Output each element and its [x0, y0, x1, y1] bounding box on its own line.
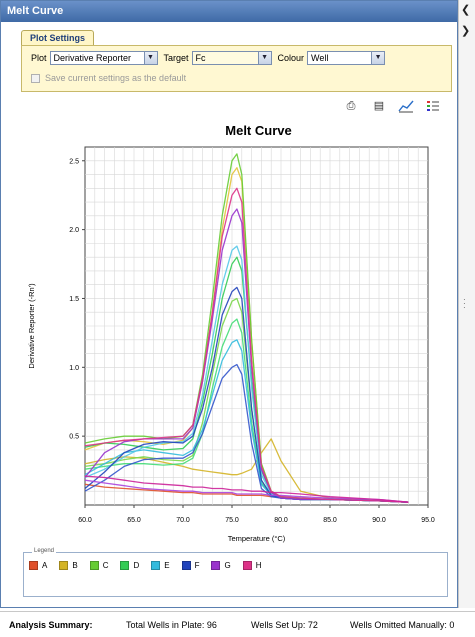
legend-swatch: [29, 561, 38, 570]
print-icon[interactable]: ⎙: [346, 100, 356, 112]
series-line-g: [84, 479, 409, 503]
legend-box: Legend A B C D E F G H: [23, 548, 448, 597]
legend-label: G: [224, 561, 231, 570]
save-default-label: Save current settings as the default: [45, 73, 187, 83]
legend-label: E: [164, 561, 170, 570]
resize-grip-icon[interactable]: · · ·: [463, 295, 466, 312]
colour-select[interactable]: Well ▼: [307, 51, 386, 65]
target-label: Target: [163, 53, 189, 63]
x-tick-label: 85.0: [323, 517, 337, 524]
legend-item[interactable]: H: [242, 561, 262, 570]
side-collapse-strip[interactable]: ❮ ❯ · · ·: [458, 0, 475, 608]
melt-curve-chart: 60.0 65.0 70.0 75.0 80.0 85.0 90.0 95.0 0.5 1.0 1.…: [27, 146, 435, 543]
legend-label: F: [194, 561, 200, 570]
legend-item[interactable]: E: [151, 561, 170, 570]
plot-settings-body: Plot Derivative Reporter ▼ Target Fc ▼ C…: [21, 45, 452, 92]
y-tick-label: 0.5: [69, 434, 79, 441]
x-tick-label: 70.0: [176, 517, 190, 524]
chevron-down-icon[interactable]: ▼: [257, 52, 271, 64]
x-tick-label: 65.0: [127, 517, 141, 524]
y-tick-label: 1.0: [69, 365, 79, 372]
series-line-h: [84, 475, 409, 503]
legend-swatch: [59, 561, 69, 570]
x-tick-label: 60.0: [78, 517, 92, 524]
total-wells-text: Total Wells in Plate: 96: [126, 620, 217, 630]
analysis-summary-bar: Analysis Summary: Total Wells in Plate: …: [0, 611, 475, 637]
plot-settings-panel: Plot Settings Plot Derivative Reporter ▼…: [21, 30, 452, 92]
x-tick-label: 80.0: [274, 517, 288, 524]
line-chart-icon[interactable]: [398, 99, 414, 113]
x-tick-label: 75.0: [225, 517, 239, 524]
y-tick-label: 1.5: [69, 296, 79, 303]
export-icon[interactable]: ▤: [373, 100, 385, 112]
legend-label: B: [72, 561, 78, 570]
series-line-h: [84, 187, 409, 503]
chevron-left-icon[interactable]: ❮: [461, 4, 471, 16]
x-tick-label: 95.0: [421, 517, 435, 524]
legend-label: D: [133, 561, 140, 570]
colour-select-value: Well: [311, 53, 329, 63]
legend-item[interactable]: B: [59, 561, 78, 570]
save-default-row: Save current settings as the default: [31, 73, 186, 83]
plot-select-value: Derivative Reporter: [53, 53, 132, 63]
legend-swatch: [151, 561, 161, 570]
wells-set-up-text: Wells Set Up: 72: [251, 620, 318, 630]
legend-label: A: [42, 561, 48, 570]
chevron-down-icon[interactable]: ▼: [371, 52, 385, 64]
legend-item[interactable]: A: [29, 561, 47, 570]
legend-label: C: [102, 561, 109, 570]
chevron-right-icon[interactable]: ❯: [461, 25, 471, 37]
y-tick-label: 2.5: [69, 158, 79, 165]
summary-title: Analysis Summary:: [9, 620, 93, 630]
legend-item[interactable]: G: [211, 561, 231, 570]
colour-label: Colour: [277, 53, 305, 63]
save-default-checkbox[interactable]: [31, 73, 40, 83]
y-axis-label: Derivative Reporter (-Rn'): [27, 283, 36, 369]
x-axis-label: Temperature (°C): [228, 534, 286, 543]
legend-swatch: [89, 561, 99, 570]
legend-swatch: [242, 561, 252, 570]
legend-title: Legend: [32, 548, 57, 554]
legend-item[interactable]: F: [181, 561, 200, 570]
plot-select[interactable]: Derivative Reporter ▼: [49, 51, 158, 65]
y-tick-label: 2.0: [69, 227, 79, 234]
plot-settings-tab[interactable]: Plot Settings: [21, 30, 95, 46]
plot-settings-row: Plot Derivative Reporter ▼ Target Fc ▼ C…: [31, 51, 391, 65]
legend-list-icon[interactable]: [425, 99, 441, 113]
legend-swatch: [181, 561, 191, 570]
melt-curve-window: Melt Curve Plot Settings Plot Derivative…: [0, 0, 458, 608]
window-title: Melt Curve: [1, 1, 457, 22]
legend-swatch: [120, 561, 130, 570]
legend-label: H: [255, 561, 262, 570]
chevron-down-icon[interactable]: ▼: [143, 52, 157, 64]
target-select[interactable]: Fc ▼: [191, 51, 272, 65]
legend-swatch: [211, 561, 221, 570]
legend-item[interactable]: D: [120, 561, 139, 570]
plot-label: Plot: [31, 53, 47, 63]
legend-items: A B C D E F G H: [29, 561, 274, 570]
legend-item[interactable]: C: [89, 561, 109, 570]
wells-omitted-text: Wells Omitted Manually: 0: [350, 620, 455, 630]
chart-title: Melt Curve: [225, 123, 292, 138]
target-select-value: Fc: [195, 53, 206, 63]
x-tick-label: 90.0: [372, 517, 386, 524]
